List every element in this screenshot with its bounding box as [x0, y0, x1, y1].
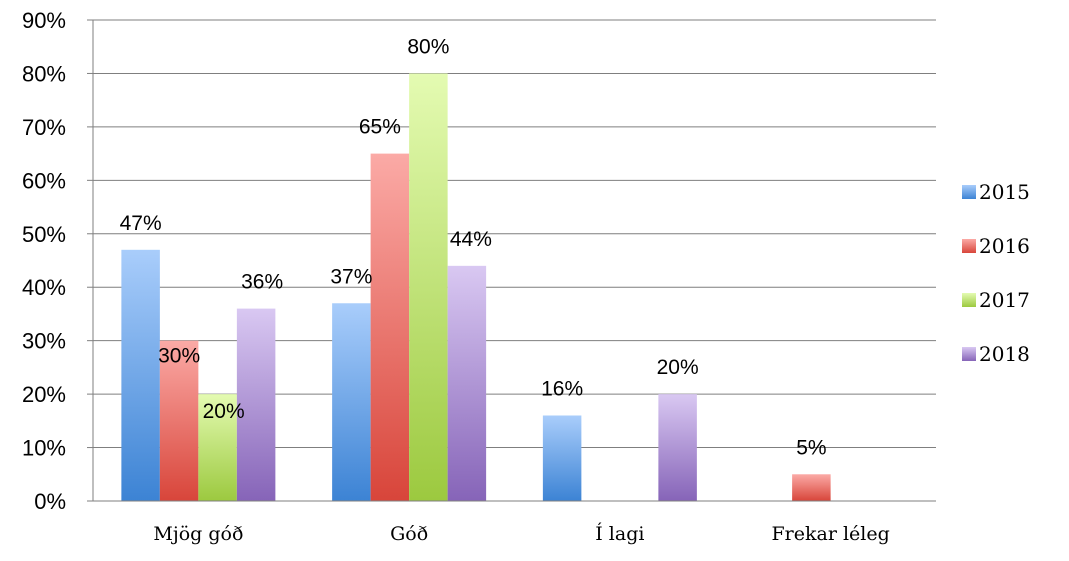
data-label: 20% [203, 400, 245, 423]
x-tick-label: Mjög góð [153, 523, 243, 545]
y-tick-label: 80% [22, 61, 66, 86]
y-tick-label: 0% [34, 489, 66, 514]
legend-label: 2015 [979, 180, 1030, 204]
y-tick-label: 60% [22, 168, 66, 193]
y-tick-label: 10% [22, 436, 66, 461]
y-tick-label: 90% [22, 8, 66, 33]
bar-2015-2 [332, 303, 371, 501]
legend-label: 2017 [979, 288, 1030, 312]
legend-label: 2018 [979, 342, 1030, 366]
legend: 2015 2016 2017 2018 [962, 180, 1030, 366]
bar-2018-2 [447, 265, 487, 501]
legend-swatch-2018 [962, 347, 976, 361]
bar-2018-3 [658, 394, 697, 501]
data-label: 47% [120, 212, 162, 235]
data-label: 5% [796, 436, 826, 459]
legend-swatch-2017 [962, 293, 976, 307]
bar-2016-4 [792, 474, 831, 501]
y-tick-label: 50% [22, 222, 66, 247]
data-label: 65% [359, 116, 401, 139]
bar-2015-3 [542, 415, 582, 501]
data-label: 80% [407, 35, 449, 58]
data-label: 36% [241, 271, 283, 294]
legend-label: 2016 [979, 234, 1030, 258]
x-tick-label: Frekar léleg [771, 523, 889, 545]
y-tick-labels: 0% 10% 20% 30% 40% 50% 60% 70% 80% 90% [22, 8, 66, 514]
y-tick-label: 30% [22, 329, 66, 354]
bar-2017-2 [409, 73, 448, 501]
y-tick-label: 40% [22, 275, 66, 300]
data-label: 44% [450, 228, 492, 251]
x-tick-labels: Mjög góð Góð Í lagi Frekar léleg [153, 522, 889, 545]
data-label: 30% [158, 345, 200, 368]
data-label: 16% [541, 377, 583, 400]
y-tick-label: 20% [22, 382, 66, 407]
data-label: 20% [657, 356, 699, 379]
x-tick-label: Í lagi [595, 522, 644, 545]
y-tick-label: 70% [22, 115, 66, 140]
bar-2015-1 [121, 249, 160, 501]
bar-2017-1 [198, 394, 237, 501]
legend-swatch-2016 [962, 239, 976, 253]
bars [121, 73, 831, 501]
data-labels: 47% 30% 20% 36% 37% 65% 80% 44% 16% 20% 5% [120, 35, 827, 459]
axes [92, 20, 936, 502]
bar-2016-2 [370, 153, 410, 501]
data-label: 37% [330, 265, 372, 288]
x-tick-label: Góð [390, 523, 428, 545]
bar-2018-1 [236, 308, 276, 501]
bar-2016-1 [159, 340, 199, 501]
legend-swatch-2015 [962, 185, 976, 199]
